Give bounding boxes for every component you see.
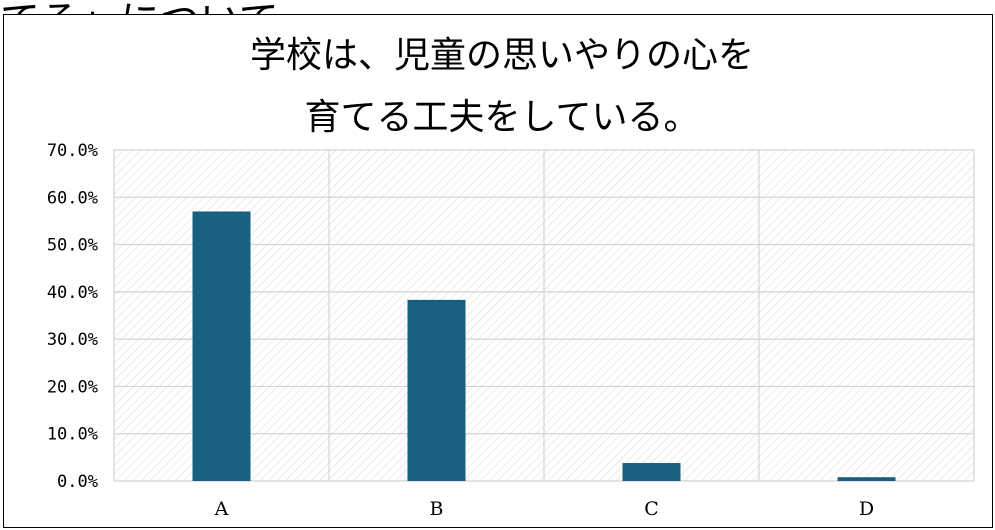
y-tick-label: 10.0% bbox=[47, 425, 98, 445]
bars bbox=[192, 211, 896, 481]
bar-c bbox=[622, 463, 681, 481]
bar-b bbox=[407, 299, 466, 481]
y-tick-label: 50.0% bbox=[47, 236, 98, 256]
gridlines bbox=[113, 149, 975, 482]
chart-title-line-1: 学校は、児童の思いやりの心を bbox=[250, 35, 754, 76]
bar-a bbox=[192, 211, 251, 481]
bar-chart: 学校は、児童の思いやりの心を 育てる工夫をしている。 0.0% 10.0% 20.0… bbox=[47, 35, 975, 520]
y-axis-tick-labels: 0.0% 10.0% 20.0% 30.0% 40.0% 50.0% 60.0% 70.0% bbox=[47, 141, 98, 492]
x-axis-category-labels: A B C D bbox=[214, 498, 874, 520]
chart-title-line-2: 育てる工夫をしている。 bbox=[305, 97, 700, 138]
y-tick-label: 20.0% bbox=[47, 377, 98, 397]
y-tick-label: 30.0% bbox=[47, 330, 98, 350]
x-category-label: B bbox=[430, 498, 444, 520]
x-category-label: C bbox=[644, 498, 659, 520]
y-tick-label: 40.0% bbox=[47, 283, 98, 303]
x-category-label: A bbox=[214, 498, 229, 520]
chart-frame: 学校は、児童の思いやりの心を 育てる工夫をしている。 0.0% 10.0% 20.0… bbox=[3, 14, 993, 528]
y-tick-label: 70.0% bbox=[47, 141, 98, 161]
y-tick-label: 0.0% bbox=[57, 472, 98, 492]
bar-d bbox=[837, 477, 896, 481]
y-tick-label: 60.0% bbox=[47, 188, 98, 208]
x-category-label: D bbox=[859, 498, 874, 520]
